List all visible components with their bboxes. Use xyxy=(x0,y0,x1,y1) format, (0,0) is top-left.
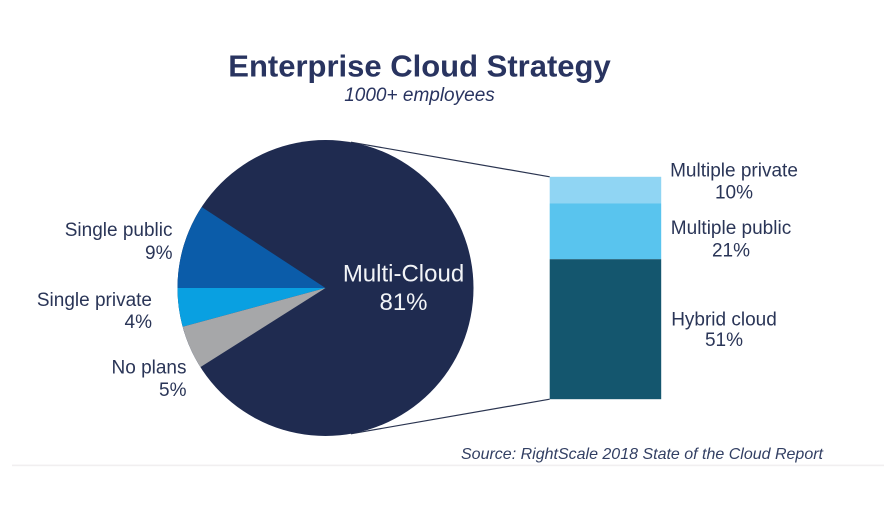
svg-text:1000+ employees: 1000+ employees xyxy=(344,85,495,106)
svg-text:Multiple public: Multiple public xyxy=(671,218,791,239)
svg-text:5%: 5% xyxy=(159,380,187,401)
svg-text:Enterprise Cloud Strategy: Enterprise Cloud Strategy xyxy=(228,49,611,84)
svg-text:No plans: No plans xyxy=(112,358,187,379)
svg-text:Multiple private: Multiple private xyxy=(670,161,798,182)
svg-text:Single public: Single public xyxy=(65,220,173,241)
svg-text:Hybrid cloud: Hybrid cloud xyxy=(671,309,777,330)
svg-text:Single private: Single private xyxy=(37,290,152,311)
svg-text:4%: 4% xyxy=(125,312,153,333)
svg-text:10%: 10% xyxy=(715,183,753,204)
svg-text:9%: 9% xyxy=(145,243,173,264)
svg-text:21%: 21% xyxy=(712,240,750,261)
svg-text:51%: 51% xyxy=(705,330,743,351)
svg-text:Source: RightScale 2018 State: Source: RightScale 2018 State of the Clo… xyxy=(461,446,824,463)
svg-text:Multi-Cloud: Multi-Cloud xyxy=(343,260,464,287)
svg-text:81%: 81% xyxy=(379,289,427,316)
